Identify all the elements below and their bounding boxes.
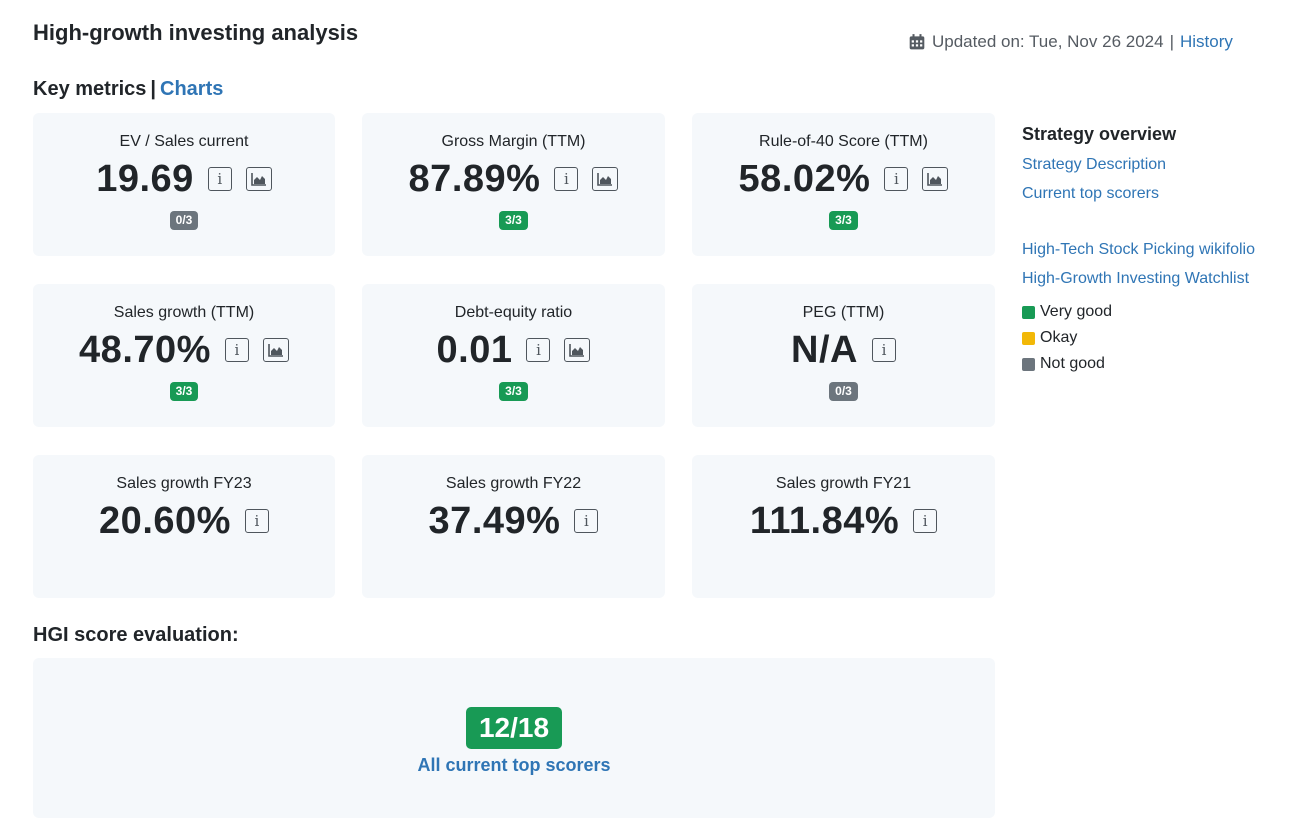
info-icon[interactable]: i bbox=[871, 338, 896, 362]
info-icon[interactable]: i bbox=[244, 509, 269, 533]
current-top-scorers-link[interactable]: Current top scorers bbox=[1022, 185, 1159, 202]
area-chart-icon[interactable] bbox=[592, 167, 619, 191]
legend-label: Okay bbox=[1040, 329, 1078, 346]
hgi-score-heading: HGI score evaluation: bbox=[33, 624, 239, 646]
metric-label: Rule-of-40 Score (TTM) bbox=[759, 133, 928, 150]
updated-date: Updated on: Tue, Nov 26 2024 bbox=[932, 32, 1164, 51]
metric-score-badge: 0/3 bbox=[169, 211, 199, 230]
strategy-overview-sidebar: Strategy overview Strategy Description C… bbox=[1022, 124, 1262, 381]
metric-label: Sales growth (TTM) bbox=[113, 304, 255, 321]
metric-label: Gross Margin (TTM) bbox=[441, 133, 586, 150]
key-metrics-title: Key metrics bbox=[33, 78, 147, 100]
metric-value-row: N/A i bbox=[692, 328, 995, 372]
metric-card-sales-growth-fy21: Sales growth FY21 111.84% i bbox=[692, 455, 995, 598]
metric-value: 48.70% bbox=[79, 328, 211, 371]
metric-card-sales-growth-fy23: Sales growth FY23 20.60% i bbox=[33, 455, 335, 598]
area-chart-icon[interactable] bbox=[262, 338, 289, 362]
watchlist-link[interactable]: High-Growth Investing Watchlist bbox=[1022, 270, 1250, 287]
legend-item-very-good: Very good bbox=[1022, 303, 1262, 321]
legend-item-okay: Okay bbox=[1022, 329, 1262, 347]
info-icon[interactable]: i bbox=[913, 509, 938, 533]
area-chart-icon[interactable] bbox=[922, 167, 949, 191]
info-icon[interactable]: i bbox=[526, 338, 551, 362]
all-top-scorers-link[interactable]: All current top scorers bbox=[417, 755, 611, 775]
info-icon[interactable]: i bbox=[207, 167, 232, 191]
metric-value-row: 48.70% i bbox=[33, 328, 335, 372]
metric-value-row: 37.49% i bbox=[362, 499, 665, 543]
charts-link[interactable]: Charts bbox=[160, 78, 224, 100]
metric-value: 19.69 bbox=[96, 157, 194, 200]
metric-value: 58.02% bbox=[738, 157, 871, 200]
metric-card-rule-of-40-score-ttm: Rule-of-40 Score (TTM) 58.02% i 3/3 bbox=[692, 113, 995, 256]
rating-legend: Very good Okay Not good bbox=[1022, 303, 1262, 373]
metric-value-row: 20.60% i bbox=[33, 499, 335, 543]
key-metrics-separator: | bbox=[150, 78, 157, 100]
updated-info: Updated on: Tue, Nov 26 2024 | History bbox=[908, 32, 1233, 52]
strategy-overview-title: Strategy overview bbox=[1022, 124, 1177, 144]
legend-label: Not good bbox=[1040, 355, 1105, 372]
metric-value-row: 19.69 i bbox=[33, 157, 335, 201]
legend-swatch bbox=[1022, 357, 1035, 371]
metric-score-badge: 3/3 bbox=[499, 211, 528, 230]
metric-label: Sales growth FY21 bbox=[775, 475, 912, 492]
legend-label: Very good bbox=[1040, 303, 1113, 320]
info-icon[interactable]: i bbox=[884, 167, 909, 191]
metric-value: 37.49% bbox=[428, 499, 561, 542]
metric-label: PEG (TTM) bbox=[802, 304, 885, 321]
calendar-icon bbox=[909, 34, 925, 50]
metrics-grid: EV / Sales current 19.69 i 0/3 Gross Margin … bbox=[33, 113, 995, 598]
metric-value: 20.60% bbox=[99, 499, 231, 542]
metric-card-sales-growth-ttm: Sales growth (TTM) 48.70% i 3/3 bbox=[33, 284, 335, 427]
metric-label: EV / Sales current bbox=[119, 133, 249, 150]
metric-label: Debt-equity ratio bbox=[454, 304, 573, 321]
metric-value-row: 87.89% i bbox=[362, 157, 665, 201]
legend-swatch bbox=[1022, 331, 1035, 345]
info-icon[interactable]: i bbox=[554, 167, 579, 191]
history-link[interactable]: History bbox=[1179, 32, 1233, 51]
strategy-description-link[interactable]: Strategy Description bbox=[1022, 156, 1167, 173]
metric-value: 87.89% bbox=[408, 157, 541, 200]
wikifolio-link[interactable]: High-Tech Stock Picking wikifolio bbox=[1022, 241, 1255, 258]
metric-card-peg-ttm: PEG (TTM) N/A i 0/3 bbox=[692, 284, 995, 427]
legend-item-not-good: Not good bbox=[1022, 355, 1262, 373]
area-chart-icon[interactable] bbox=[564, 338, 591, 362]
metric-score-badge: 0/3 bbox=[829, 382, 858, 401]
metric-value: 111.84% bbox=[749, 499, 900, 542]
metric-score-badge: 3/3 bbox=[829, 211, 858, 230]
metric-card-debt-equity-ratio: Debt-equity ratio 0.01 i 3/3 bbox=[362, 284, 665, 427]
metric-score-badge: 3/3 bbox=[169, 382, 199, 401]
key-metrics-heading: Key metrics | Charts bbox=[33, 78, 223, 101]
metric-card-gross-margin-ttm: Gross Margin (TTM) 87.89% i 3/3 bbox=[362, 113, 665, 256]
page-title: High-growth investing analysis bbox=[33, 20, 359, 45]
metric-value: 0.01 bbox=[436, 328, 513, 371]
metric-label: Sales growth FY22 bbox=[445, 475, 582, 492]
info-icon[interactable]: i bbox=[574, 509, 599, 533]
metric-card-sales-growth-fy22: Sales growth FY22 37.49% i bbox=[362, 455, 665, 598]
metric-value-row: 58.02% i bbox=[692, 157, 995, 201]
metric-score-badge: 3/3 bbox=[499, 382, 528, 401]
metric-value-row: 0.01 i bbox=[362, 328, 665, 372]
info-icon[interactable]: i bbox=[224, 338, 249, 362]
updated-separator: | bbox=[1169, 32, 1174, 51]
metric-card-ev-sales-current: EV / Sales current 19.69 i 0/3 bbox=[33, 113, 335, 256]
legend-swatch bbox=[1022, 305, 1035, 319]
metric-label: Sales growth FY23 bbox=[116, 475, 252, 492]
metric-value-row: 111.84% i bbox=[692, 499, 995, 543]
area-chart-icon[interactable] bbox=[245, 167, 272, 191]
hgi-score-badge: 12/18 bbox=[465, 707, 563, 749]
hgi-score-card: 12/18 All current top scorers bbox=[33, 658, 995, 818]
metric-value: N/A bbox=[791, 328, 858, 371]
